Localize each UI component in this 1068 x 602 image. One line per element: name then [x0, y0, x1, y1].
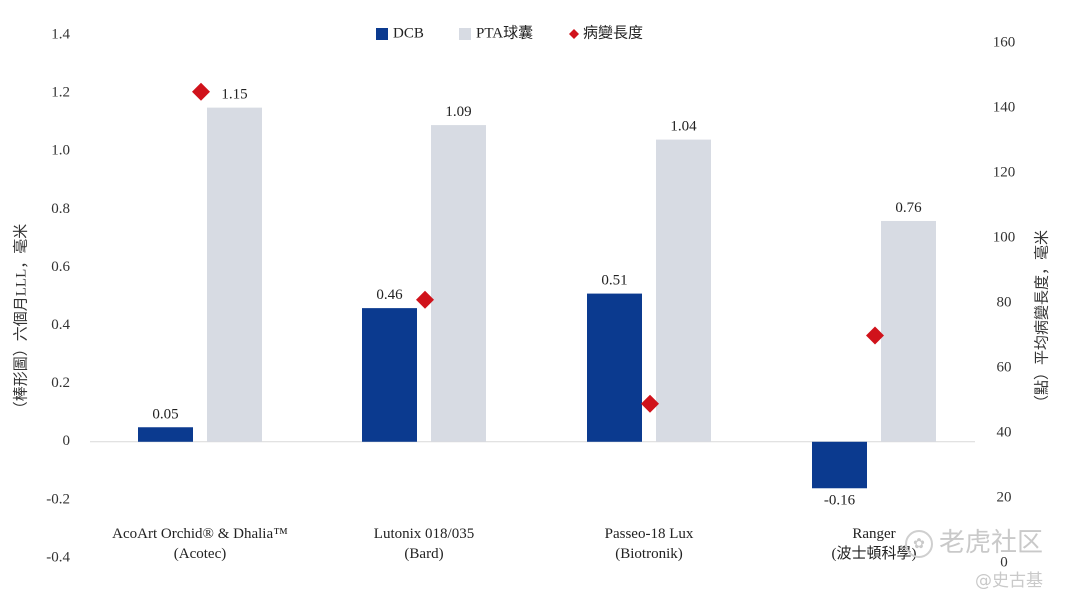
legend-swatch: [569, 29, 579, 39]
right-axis-ticks: 160 140 120 100 80 60 40 20 0: [993, 34, 1016, 570]
left-axis-title: （棒形圖）六個月LLL，毫米: [11, 224, 29, 417]
dcb-value-label: 0.51: [601, 273, 627, 289]
pta-value-label: 1.15: [221, 87, 247, 103]
category-label-line2: (波士頓科學): [832, 544, 917, 562]
left-tick-label: 0: [63, 433, 71, 449]
lesion-length-marker: [866, 326, 884, 345]
lesion-length-marker: [416, 290, 434, 309]
left-axis-ticks: 1.4 1.2 1.0 0.8 0.6 0.4 0.2 0 -0.2 -0.4: [46, 26, 70, 565]
category-label-line1: Lutonix 018/035: [374, 526, 474, 542]
category-label-line2: (Biotronik): [615, 546, 683, 562]
left-tick-label: 0.8: [51, 201, 70, 217]
left-tick-label: -0.2: [46, 491, 70, 507]
pta-bar: [656, 139, 711, 442]
pta-bar: [207, 107, 262, 442]
lesion-length-markers: [192, 82, 884, 413]
dcb-bar: [587, 293, 642, 442]
right-tick-label: 160: [993, 34, 1016, 50]
watermark-community-text: 老虎社区: [939, 528, 1044, 558]
category-label-line1: Passeo-18 Lux: [605, 526, 694, 542]
dcb-value-label: -0.16: [824, 492, 856, 508]
left-tick-label: 0.2: [51, 375, 70, 391]
right-tick-label: 40: [997, 424, 1012, 440]
right-tick-label: 60: [997, 359, 1012, 375]
left-tick-label: 0.4: [51, 317, 70, 333]
category-labels: AcoArt Orchid® & Dhalia™ (Acotec) Lutonix …: [112, 526, 916, 562]
right-axis-title: （點）平均病變長度，毫米: [1032, 230, 1050, 410]
pta-bar: [431, 125, 486, 442]
category-label-line1: AcoArt Orchid® & Dhalia™: [112, 526, 288, 542]
right-tick-label: 140: [993, 99, 1016, 115]
dcb-value-label: 0.05: [152, 406, 178, 422]
dcb-bar: [812, 441, 867, 489]
legend-swatch: [459, 28, 471, 40]
right-tick-label: 0: [1000, 554, 1008, 570]
lesion-length-marker: [192, 82, 210, 101]
pta-value-label: 0.76: [895, 200, 922, 216]
right-tick-label: 100: [993, 229, 1016, 245]
lesion-length-marker: [641, 394, 659, 413]
legend-label: DCB: [393, 25, 424, 41]
left-tick-label: -0.4: [46, 549, 70, 565]
legend-label: PTA球囊: [476, 24, 533, 41]
paw-icon: ✿: [905, 529, 933, 558]
dcb-bar: [362, 308, 417, 442]
category-label-line1: Ranger: [852, 526, 895, 542]
legend-swatch: [376, 28, 388, 40]
legend: DCB PTA球囊 病變長度: [376, 24, 643, 41]
category-label-line2: (Bard): [404, 546, 443, 562]
watermark-author: @史古基: [975, 571, 1043, 591]
bars: [138, 107, 936, 489]
pta-value-label: 1.04: [670, 119, 697, 135]
left-tick-label: 0.6: [51, 259, 70, 275]
data-labels: 0.05 1.15 0.46 1.09 0.51 1.04 -0.16 0.76: [152, 87, 922, 509]
pta-value-label: 1.09: [445, 104, 471, 120]
right-tick-label: 120: [993, 164, 1016, 180]
pta-bar: [881, 220, 936, 442]
right-tick-label: 20: [997, 489, 1012, 505]
dcb-bar: [138, 427, 193, 442]
left-tick-label: 1.4: [51, 26, 70, 42]
legend-label: 病變長度: [583, 24, 643, 41]
right-tick-label: 80: [997, 294, 1012, 310]
dcb-value-label: 0.46: [376, 287, 403, 303]
left-tick-label: 1.0: [51, 143, 70, 159]
left-tick-label: 1.2: [51, 85, 70, 101]
category-label-line2: (Acotec): [174, 546, 226, 562]
watermark-community: ✿ 老虎社区: [905, 522, 1043, 559]
